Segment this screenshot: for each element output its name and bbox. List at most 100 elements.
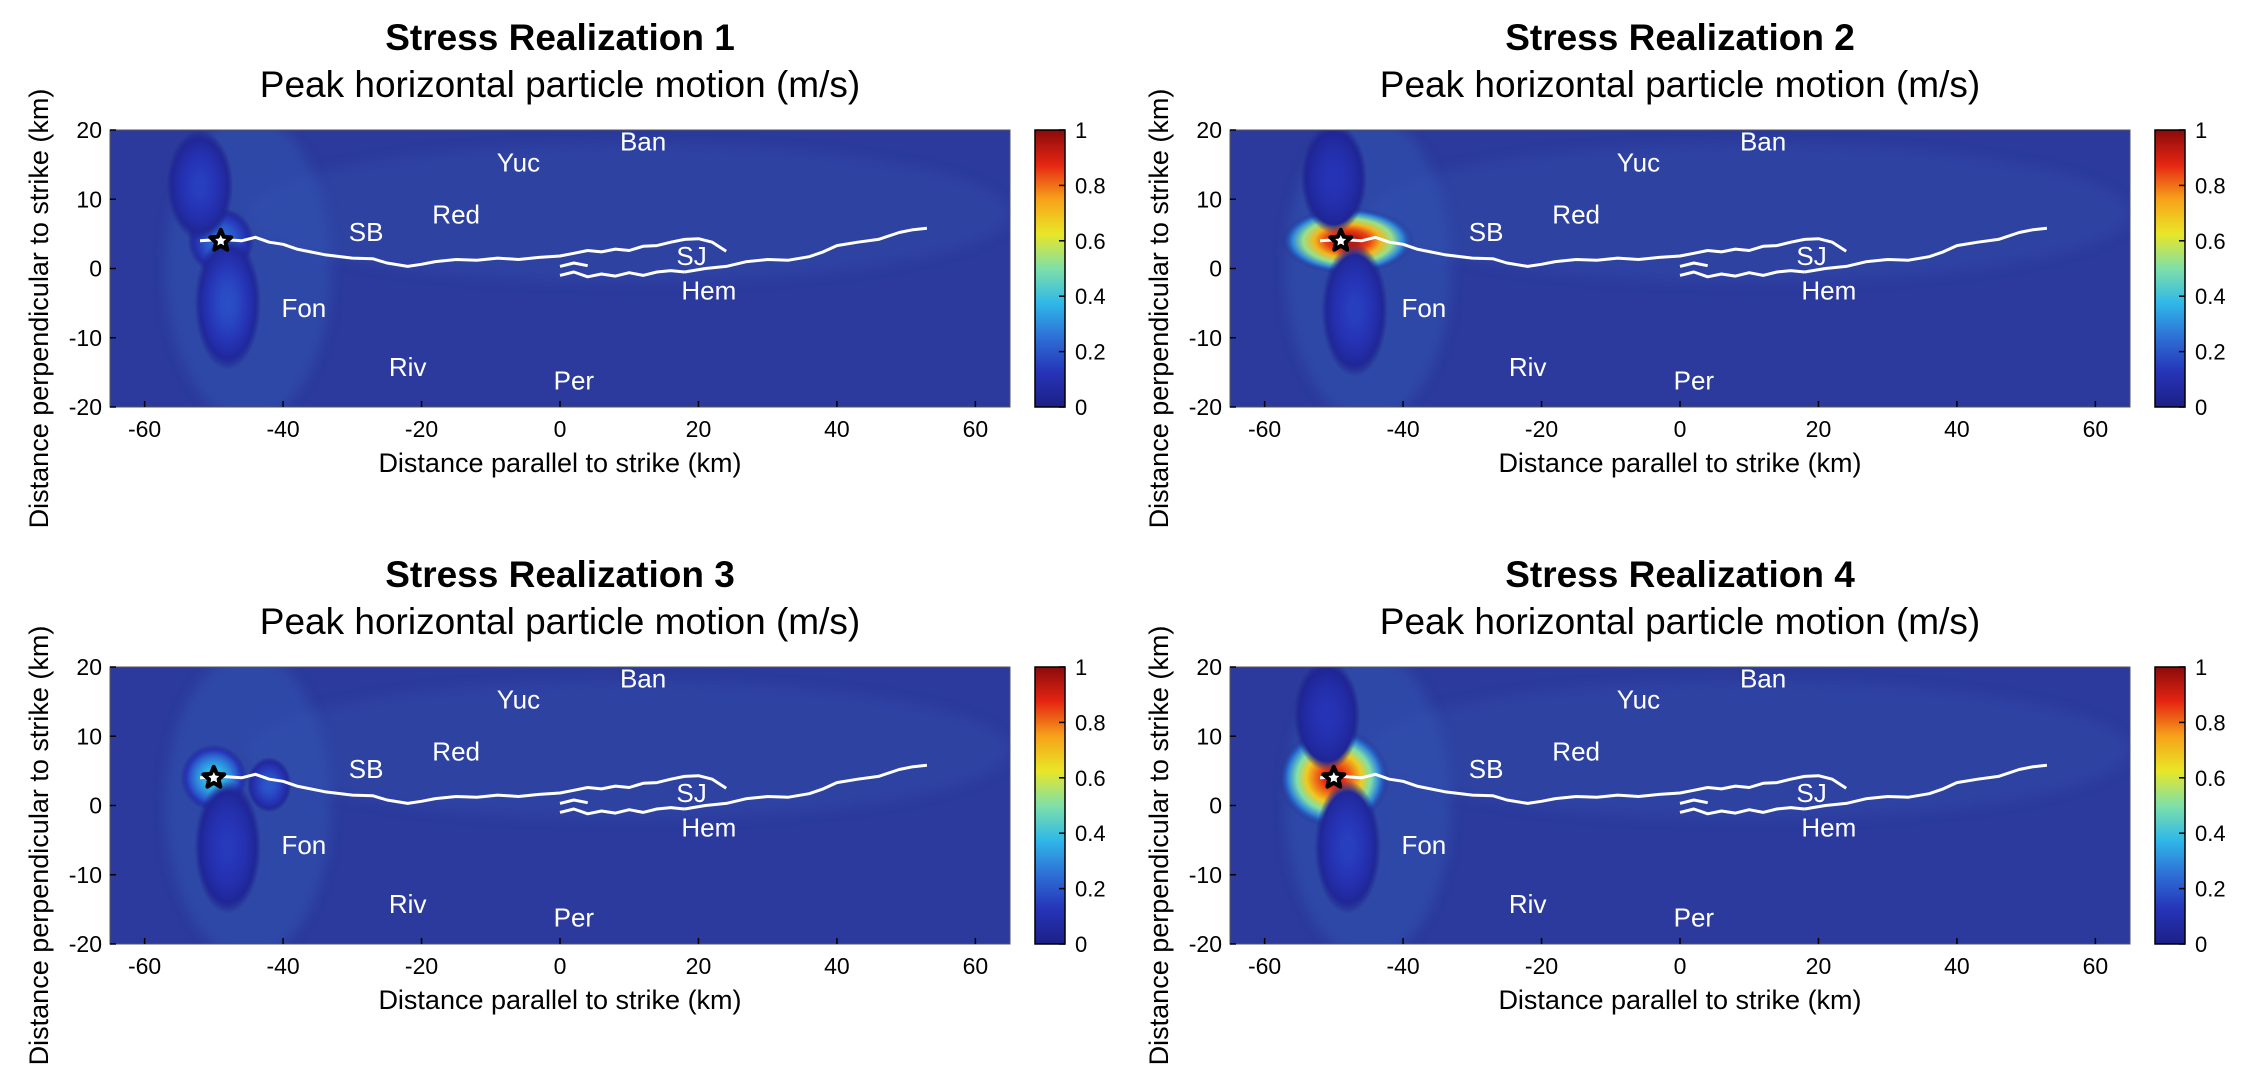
colorbar-tick-label: 0.2 [2195,340,2226,365]
hotspot [1293,667,1361,771]
place-label: Ban [1740,664,1786,694]
x-tick-label: -20 [1525,953,1558,979]
x-tick-label: 40 [1944,416,1970,442]
place-label: Fon [1401,830,1446,860]
fault-trace-main [1319,235,1848,268]
x-tick-label: -60 [1248,953,1281,979]
place-label: Red [1552,199,1600,229]
place-label: Riv [389,352,427,382]
x-axis-label: Distance parallel to strike (km) [378,448,741,478]
hotspot [1300,130,1368,234]
place-label: Per [1674,366,1715,396]
place-label: SJ [1796,778,1826,808]
x-tick-label: -40 [1386,953,1419,979]
fault-trace-main [199,772,728,805]
place-label: Ban [620,664,666,694]
place-label: Red [432,736,480,766]
chart-title: Stress Realization 3 [385,554,735,595]
chart-svg: Stress Realization 2 Peak horizontal part… [1144,17,2226,528]
place-label: SB [1469,754,1504,784]
colorbar-tick-label: 0.2 [2195,877,2226,902]
x-axis-label: Distance parallel to strike (km) [1498,448,1861,478]
x-tick-label: 20 [686,953,712,979]
colorbar-tick-label: 1 [1075,118,1087,143]
chart-subtitle: Peak horizontal particle motion (m/s) [260,601,860,642]
chart-subtitle: Peak horizontal particle motion (m/s) [260,64,860,105]
x-tick-label: 0 [1674,416,1687,442]
colorbar [1034,129,1066,408]
place-label: Fon [281,293,326,323]
fault-trace-east [1804,226,2048,274]
fault-trace-south [559,269,685,279]
chart-title: Stress Realization 4 [1505,554,1855,595]
place-label: Yuc [497,685,540,715]
y-tick-label: 10 [1196,723,1222,749]
place-label: Red [432,199,480,229]
place-label: Riv [1509,889,1547,919]
heatmap-field: Ban Yuc Red SB Fon SJ Hem Riv Per [110,664,1010,944]
y-axis-label: Distance perpendicular to strike (km) [24,89,54,529]
x-axis-label: Distance parallel to strike (km) [378,985,741,1015]
fault-trace-east [684,226,928,274]
place-label: Hem [1801,813,1856,843]
x-tick-label: -40 [1386,416,1419,442]
x-tick-label: 60 [963,953,989,979]
x-tick-label: 40 [824,416,850,442]
hotspot [1321,243,1388,377]
place-label: Ban [1740,127,1786,157]
colorbar-tick-label: 1 [1075,655,1087,680]
y-tick-label: -20 [1189,394,1222,420]
fault-trace-splay [1679,798,1708,805]
colorbar-tick-label: 0.4 [2195,284,2226,309]
colorbar-tick-label: 0 [2195,395,2207,420]
chart-panel-3: Stress Realization 3 Peak horizontal part… [0,537,1120,1067]
place-label: Yuc [497,148,540,178]
colorbar-tick-label: 0 [1075,932,1087,957]
place-label: Per [554,903,595,933]
place-label: Yuc [1617,148,1660,178]
colorbar-tick-label: 0.4 [2195,821,2226,846]
hotspot [166,130,234,241]
place-label: Fon [281,830,326,860]
chart-title: Stress Realization 1 [385,17,735,58]
colorbar [2154,666,2186,945]
place-label: SB [349,217,384,247]
hotspot [247,757,292,813]
colorbar-tick-label: 0 [2195,932,2207,957]
heatmap-bg-lobe [248,143,1010,283]
place-label: Riv [389,889,427,919]
place-label: SJ [1796,241,1826,271]
place-label: Per [554,366,595,396]
y-tick-label: -10 [1189,862,1222,888]
x-tick-label: -60 [128,953,161,979]
x-axis-label: Distance parallel to strike (km) [1498,985,1861,1015]
fault-trace-splay [1679,261,1708,268]
y-tick-label: 0 [89,256,102,282]
colorbar-tick-label: 0.4 [1075,821,1106,846]
y-tick-label: 0 [1209,793,1222,819]
chart-panel-4: Stress Realization 4 Peak horizontal part… [1120,537,2240,1067]
colorbar-tick-label: 0.8 [2195,710,2226,735]
colorbar [2154,129,2186,408]
heatmap-bg-lobe [248,680,1010,820]
x-tick-label: 0 [554,953,567,979]
heatmap-bg-lobe [1368,680,2130,820]
x-tick-label: 20 [686,416,712,442]
colorbar-tick-label: 1 [2195,655,2207,680]
hypocenter-star-icon [208,227,234,252]
y-axis-label: Distance perpendicular to strike (km) [1144,626,1174,1066]
place-label: SB [349,754,384,784]
place-label: Yuc [1617,685,1660,715]
chart-title: Stress Realization 2 [1505,17,1855,58]
colorbar-tick-label: 0.8 [1075,173,1106,198]
x-tick-label: -40 [266,953,299,979]
colorbar [1034,666,1066,945]
fault-trace-splay [559,261,588,268]
y-tick-label: 0 [89,793,102,819]
chart-subtitle: Peak horizontal particle motion (m/s) [1380,64,1980,105]
chart-svg: Stress Realization 4 Peak horizontal part… [1144,554,2226,1066]
colorbar-tick-label: 0.4 [1075,284,1106,309]
fault-trace-east [1804,763,2048,811]
fault-trace-main [199,235,728,268]
colorbar-tick-label: 0.6 [2195,229,2226,254]
